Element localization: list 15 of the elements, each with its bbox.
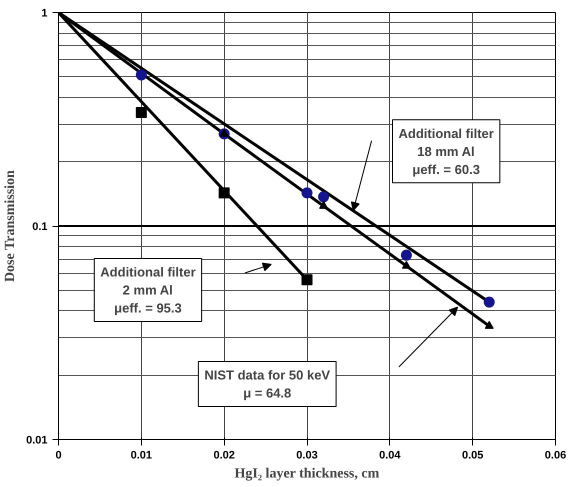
x-tick-label: 0.02 [213, 450, 235, 462]
y-tick-label: 0.01 [26, 434, 48, 446]
y-tick-label: 0.1 [32, 221, 48, 233]
x-tick-label: 0.03 [296, 450, 318, 462]
annotation: NIST data for 50 keV μ = 64.8 [204, 367, 330, 400]
x-tick-label: 0 [55, 450, 62, 462]
annotation: Additional filter 2 mm Al μeff. = 95.3 [100, 264, 196, 316]
y-axis-title: Dose Transmission [3, 170, 18, 282]
annotation: Additional filter 18 mm Al μeff. = 60.3 [398, 126, 494, 177]
x-tick-label: 0.04 [379, 450, 402, 462]
x-tick-label: 0.01 [130, 450, 152, 462]
x-tick-label: 0.06 [544, 450, 566, 462]
y-tick-label: 1 [41, 8, 48, 20]
x-tick-label: 0.05 [462, 450, 484, 462]
x-axis-title: HgI₂ layer thickness, cm [234, 466, 380, 482]
